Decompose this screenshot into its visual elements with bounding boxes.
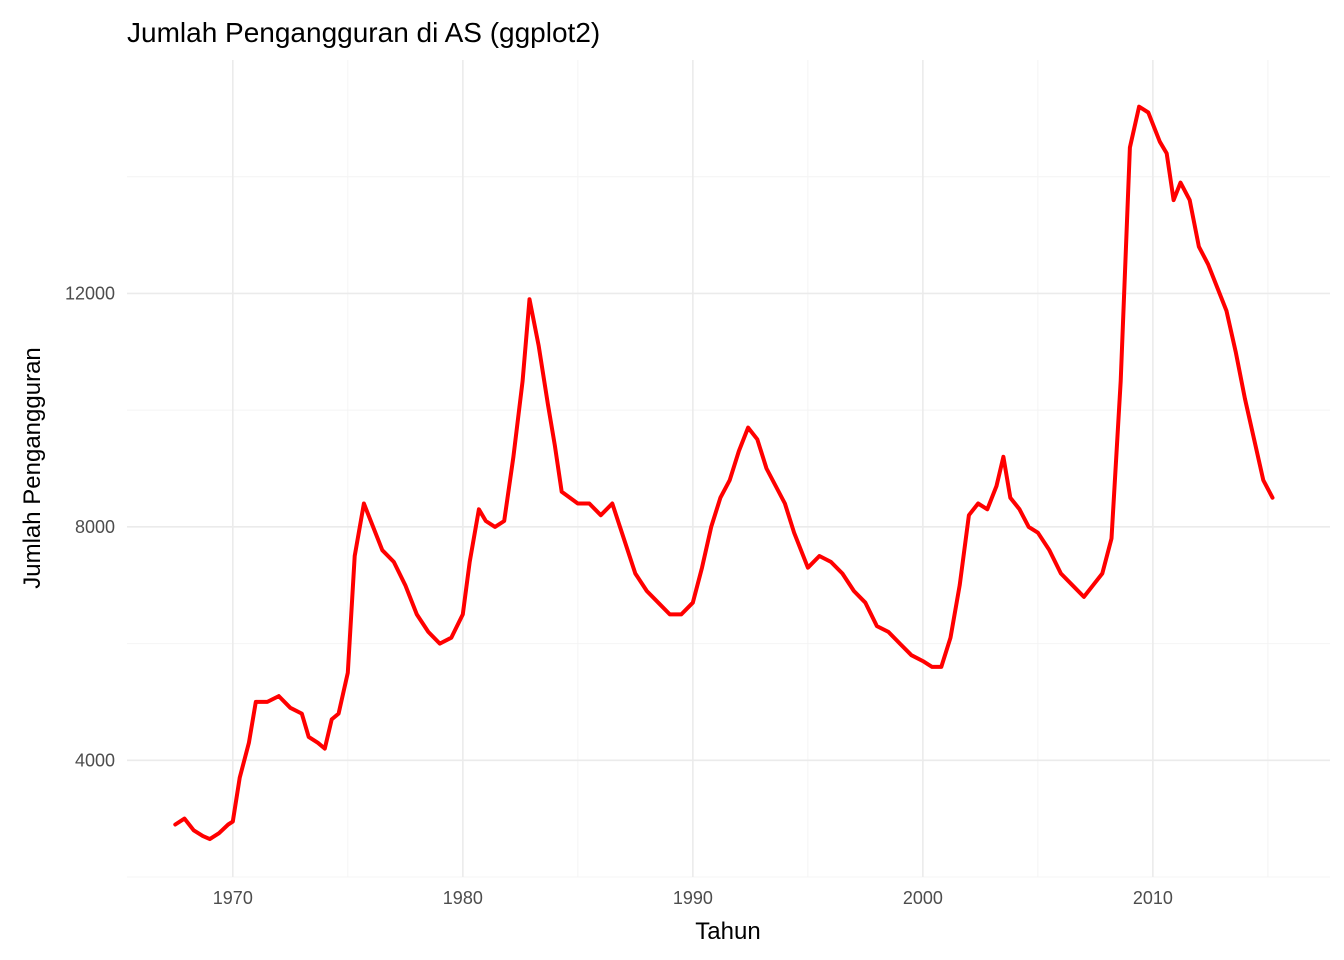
chart-title: Jumlah Pengangguran di AS (ggplot2) — [127, 17, 600, 48]
y-tick-label: 12000 — [65, 283, 115, 303]
y-axis-title: Jumlah Pengangguran — [19, 347, 46, 589]
x-tick-label: 1980 — [443, 888, 483, 908]
y-tick-label: 8000 — [75, 517, 115, 537]
y-major-gridlines — [127, 292, 1330, 762]
x-minor-gridlines — [347, 60, 1269, 877]
series-layer — [173, 104, 1275, 842]
x-axis-tick-labels: 1970 1980 1990 2000 2010 — [213, 888, 1173, 908]
x-tick-label: 2000 — [903, 888, 943, 908]
x-axis-title: Tahun — [695, 918, 760, 945]
y-axis-tick-labels: 4000 8000 12000 — [65, 283, 115, 770]
series-line — [173, 104, 1275, 842]
x-tick-label: 1990 — [673, 888, 713, 908]
x-tick-label: 1970 — [213, 888, 253, 908]
x-major-gridlines — [232, 60, 1154, 877]
x-tick-label: 2010 — [1133, 888, 1173, 908]
y-tick-label: 4000 — [75, 750, 115, 770]
